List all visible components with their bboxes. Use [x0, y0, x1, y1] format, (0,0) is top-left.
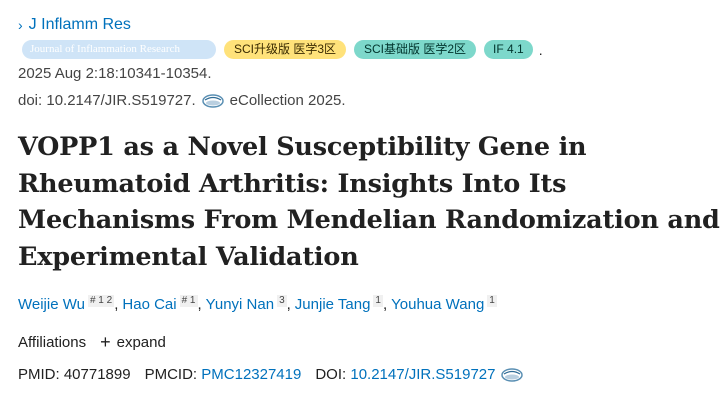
expand-affiliations-button[interactable]: + expand — [100, 332, 166, 352]
pmcid-label: PMCID: — [144, 366, 198, 383]
sci-basic-badge[interactable]: SCI基础版 医学2区 — [354, 40, 477, 59]
doi-link[interactable]: 10.2147/JIR.S519727 — [350, 366, 496, 383]
author-separator: , — [286, 296, 291, 313]
author-affiliation-sup[interactable]: # 1 — [179, 294, 198, 307]
affiliations-row: Affiliations + expand — [18, 332, 166, 352]
citation-date-pages: 2025 Aug 2:18:10341-10354. — [18, 65, 212, 82]
author-link[interactable]: Weijie Wu — [18, 296, 85, 313]
pmcid-link[interactable]: PMC12327419 — [201, 366, 302, 383]
pmid-label: PMID: — [18, 366, 60, 383]
journal-badges: Journal of Inflammation Research SCI升级版 … — [22, 40, 543, 59]
author-affiliation-sup[interactable]: 3 — [277, 294, 287, 307]
article-title: VOPP1 as a Novel Susceptibility Gene in … — [18, 132, 720, 272]
impact-factor-badge[interactable]: IF 4.1 — [484, 40, 533, 59]
journal-name: J Inflamm Res — [28, 16, 131, 33]
doi-label: DOI: — [315, 366, 347, 383]
author-link[interactable]: Junjie Tang — [294, 296, 371, 313]
journal-line: › J Inflamm Res — [18, 16, 131, 34]
author-separator: , — [114, 296, 119, 313]
author-separator: , — [197, 296, 202, 313]
badges-trailing-dot: . — [538, 41, 543, 58]
affiliations-label: Affiliations — [18, 334, 87, 351]
citation-ecollection: eCollection 2025. — [229, 92, 346, 109]
author-link[interactable]: Yunyi Nan — [205, 296, 275, 313]
author-link[interactable]: Youhua Wang — [391, 296, 485, 313]
expand-label: expand — [116, 334, 166, 351]
author-list: Weijie Wu # 1 2 , Hao Cai # 1 , Yunyi Na… — [18, 294, 497, 313]
citation-doi-line: doi: 10.2147/JIR.S519727. eCollection 20… — [18, 92, 346, 109]
identifiers-row: PMID: 40771899 PMCID: PMC12327419 DOI: 1… — [18, 366, 524, 383]
full-text-link-icon[interactable] — [201, 93, 224, 108]
journal-link[interactable]: › J Inflamm Res — [18, 16, 131, 34]
author-affiliation-sup[interactable]: 1 — [487, 294, 497, 307]
pmid-value: 40771899 — [63, 366, 131, 383]
full-text-link-icon[interactable] — [501, 367, 524, 382]
author-affiliation-sup[interactable]: # 1 2 — [87, 294, 115, 307]
journal-fullname-badge[interactable]: Journal of Inflammation Research — [22, 40, 216, 59]
author-separator: , — [382, 296, 388, 313]
sci-upgrade-badge[interactable]: SCI升级版 医学3区 — [224, 40, 347, 59]
plus-icon: + — [100, 332, 111, 352]
author-link[interactable]: Hao Cai — [122, 296, 177, 313]
citation-doi: doi: 10.2147/JIR.S519727. — [18, 92, 196, 109]
chevron-right-icon: › — [18, 17, 23, 33]
author-affiliation-sup[interactable]: 1 — [373, 294, 383, 307]
